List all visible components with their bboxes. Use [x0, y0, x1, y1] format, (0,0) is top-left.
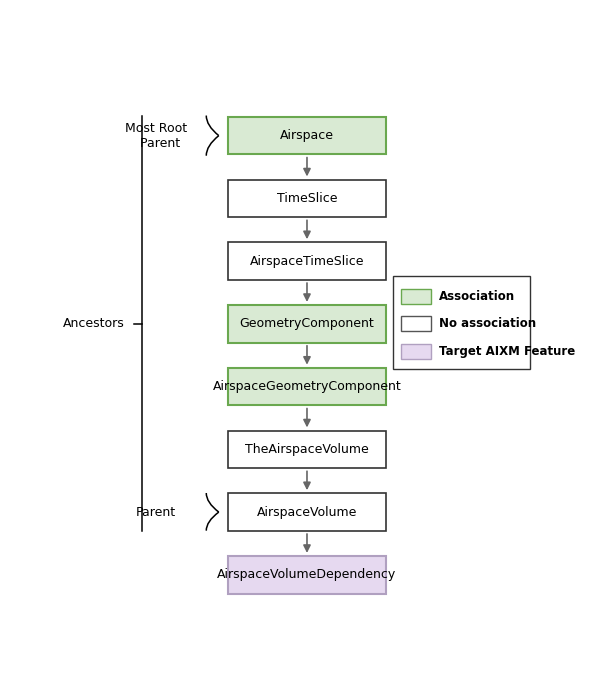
FancyBboxPatch shape — [393, 276, 530, 369]
Text: AirspaceTimeSlice: AirspaceTimeSlice — [250, 254, 364, 267]
FancyBboxPatch shape — [228, 493, 386, 531]
FancyBboxPatch shape — [401, 316, 431, 332]
FancyBboxPatch shape — [228, 430, 386, 468]
FancyBboxPatch shape — [228, 305, 386, 343]
Text: Airspace: Airspace — [280, 129, 334, 142]
FancyBboxPatch shape — [228, 368, 386, 406]
Text: Ancestors: Ancestors — [62, 317, 125, 330]
FancyBboxPatch shape — [228, 117, 386, 155]
Text: Target AIXM Feature: Target AIXM Feature — [439, 345, 576, 358]
FancyBboxPatch shape — [401, 343, 431, 359]
Text: No association: No association — [439, 317, 537, 330]
Text: Most Root
  Parent: Most Root Parent — [125, 122, 187, 150]
Text: AirspaceVolumeDependency: AirspaceVolumeDependency — [217, 568, 397, 581]
Text: AirspaceVolume: AirspaceVolume — [257, 506, 357, 518]
FancyBboxPatch shape — [401, 289, 431, 304]
Text: Parent: Parent — [136, 506, 176, 518]
Text: TimeSlice: TimeSlice — [277, 192, 337, 205]
FancyBboxPatch shape — [228, 180, 386, 217]
FancyBboxPatch shape — [228, 556, 386, 594]
FancyBboxPatch shape — [228, 243, 386, 280]
Text: Association: Association — [439, 290, 515, 303]
Text: TheAirspaceVolume: TheAirspaceVolume — [245, 443, 369, 456]
Text: GeometryComponent: GeometryComponent — [240, 317, 374, 330]
Text: AirspaceGeometryComponent: AirspaceGeometryComponent — [213, 380, 401, 393]
